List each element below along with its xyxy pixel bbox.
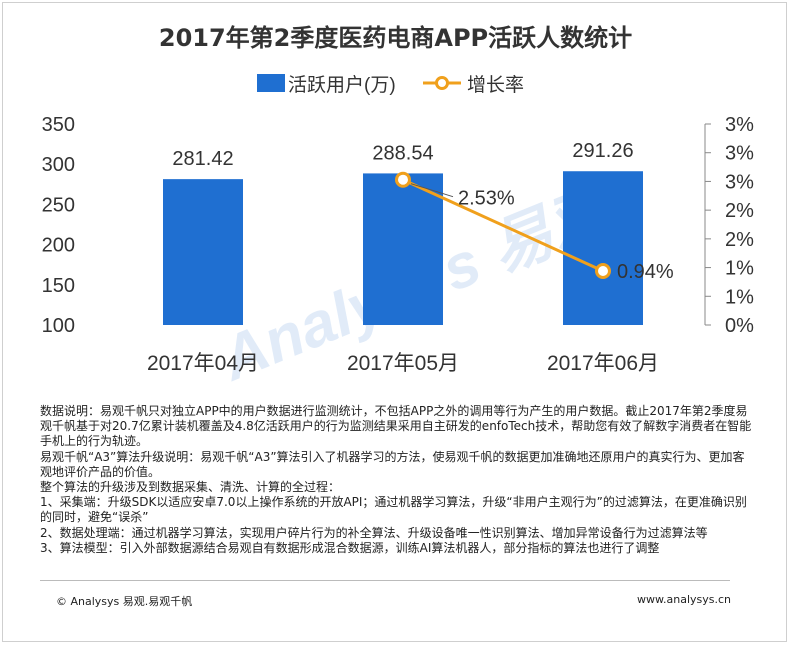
website-link[interactable]: www.analysys.cn [637,593,731,606]
right-tick-label: 2% [725,200,754,222]
bar-series [163,171,643,325]
right-tick-label: 3% [725,171,754,193]
left-axis: 100 150 200 250 300 350 [42,114,75,337]
chart-title: 2017年第2季度医药电商APP活跃人数统计 [158,24,633,52]
left-tick-label: 300 [42,154,75,176]
right-tick-label: 3% [725,143,754,165]
data-notes: 数据说明：易观千帆只对独立APP中的用户数据进行监测统计，不包括APP之外的调用… [40,404,755,556]
legend-bar-label: 活跃用户(万) [288,74,396,96]
note-5: 3、算法模型：引入外部数据源结合易观自有数据形成混合数据源，训练AI算法机器人，… [40,540,660,555]
footer-divider [40,580,730,581]
x-axis-labels: 2017年04月 2017年05月 2017年06月 [147,352,659,375]
x-tick-label: 2017年06月 [547,352,659,375]
right-tick-label: 0% [725,315,754,337]
legend: 活跃用户(万) 增长率 [257,74,524,96]
bar-data-label: 291.26 [572,140,633,162]
note-3: 1、采集端：升级SDK以适应安卓7.0以上操作系统的开放API；通过机器学习算法… [40,495,747,525]
right-tick-label: 1% [725,258,754,280]
copyright: © Analysys 易观.易观千帆 [56,595,193,608]
right-tick-label: 2% [725,229,754,251]
growth-line [402,178,604,273]
line-series [395,171,611,280]
line-labels: 2.53% 0.94% [410,183,674,283]
right-axis: 0% 1% 1% 2% 2% 3% 3% 3% [704,114,754,337]
legend-line-marker [435,76,449,90]
bar-data-label: 288.54 [372,142,433,164]
note-4: 2、数据处理端：通过机器学习算法，实现用户碎片行为的补全算法、升级设备唯一性识别… [40,525,708,540]
line-data-label: 0.94% [617,261,674,283]
line-data-label: 2.53% [458,188,515,210]
bar [163,179,243,325]
x-tick-label: 2017年04月 [147,352,259,375]
left-tick-label: 150 [42,275,75,297]
left-tick-label: 200 [42,235,75,257]
growth-point [395,171,411,188]
left-tick-label: 100 [42,315,75,337]
legend-bar-swatch [257,74,285,92]
bar [563,171,643,325]
left-tick-label: 250 [42,194,75,216]
note-0: 数据说明：易观千帆只对独立APP中的用户数据进行监测统计，不包括APP之外的调用… [40,404,752,449]
right-tick-label: 3% [725,114,754,136]
note-2: 整个算法的升级涉及到数据采集、清洗、计算的全过程： [40,480,341,495]
left-tick-label: 350 [42,114,75,136]
bar [363,173,443,325]
legend-line-label: 增长率 [467,74,524,96]
note-1: 易观千帆“A3”算法升级说明：易观千帆“A3”算法引入了机器学习的方法，使易观千… [40,449,745,479]
label-leader [410,183,454,198]
right-tick-label: 1% [725,286,754,308]
x-tick-label: 2017年05月 [347,352,459,375]
bar-labels: 281.42 288.54 291.26 [172,140,633,170]
bar-data-label: 281.42 [172,148,233,170]
growth-point [595,263,611,280]
